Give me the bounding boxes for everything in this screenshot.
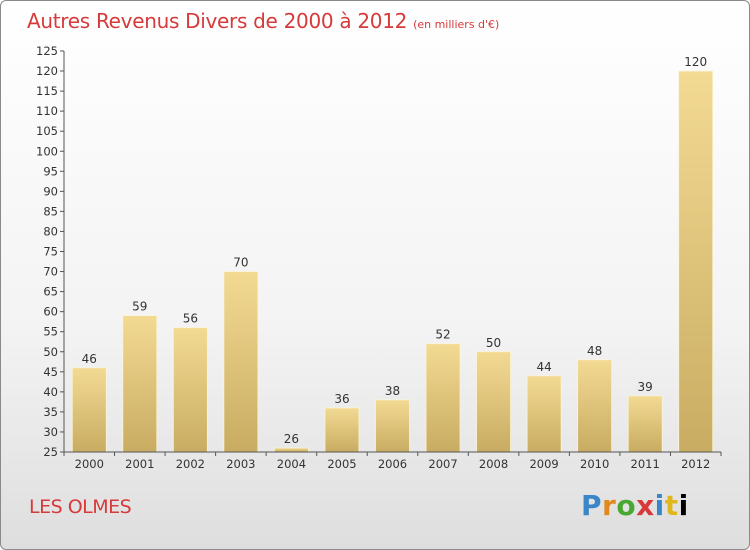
x-tick-label: 2012	[681, 457, 710, 471]
bar	[223, 271, 259, 453]
commune-name: LES OLMES	[29, 496, 132, 518]
bar-value-label: 46	[82, 352, 97, 366]
bar-value-label: 50	[486, 336, 501, 350]
y-tick-label: 85	[43, 204, 58, 218]
bar	[476, 351, 511, 453]
x-tick-label: 2000	[75, 457, 104, 471]
logo-letter: t	[664, 489, 679, 522]
y-tick-label: 95	[43, 164, 58, 178]
bar	[71, 367, 107, 453]
bar-value-label: 38	[385, 384, 400, 398]
x-tick-label: 2005	[327, 457, 356, 471]
x-tick-label: 2003	[226, 457, 255, 471]
proxiti-logo[interactable]: Proxiti	[581, 489, 689, 522]
y-tick-label: 100	[36, 144, 58, 158]
bar	[172, 327, 208, 453]
y-tick-label: 60	[43, 305, 58, 319]
bar	[425, 343, 461, 453]
y-tick-label: 90	[43, 184, 58, 198]
bar-value-label: 26	[284, 432, 299, 446]
bar	[627, 395, 663, 453]
y-tick-label: 115	[36, 84, 58, 98]
y-tick-label: 45	[43, 365, 58, 379]
logo-letter: P	[581, 489, 603, 522]
logo-letter: i	[654, 489, 665, 522]
bar-value-label: 52	[435, 328, 450, 342]
x-axis: 2000 2001 2002 2003 2004 2005 2006 2007 2008 2009…	[63, 451, 722, 471]
bar	[526, 375, 562, 453]
bar-value-label: 59	[132, 300, 147, 314]
bar	[678, 70, 714, 453]
bar	[577, 359, 613, 453]
bar-value-label: 48	[587, 344, 602, 358]
chart-title: Autres Revenus Divers de 2000 à 2012 (en …	[27, 9, 499, 33]
bar-value-label: 39	[638, 380, 653, 394]
y-tick-label: 30	[43, 425, 58, 439]
y-tick-label: 65	[43, 285, 58, 299]
y-tick-label: 25	[43, 445, 58, 459]
x-tick-label: 2001	[125, 457, 154, 471]
bar-value-label: 70	[233, 256, 248, 270]
bar	[375, 399, 410, 453]
y-tick-label: 35	[43, 405, 58, 419]
y-tick-label: 110	[36, 104, 58, 118]
y-tick-label: 55	[43, 325, 58, 339]
x-tick-label: 2004	[277, 457, 306, 471]
bar-value-label: 36	[334, 392, 349, 406]
y-tick-label: 80	[43, 224, 58, 238]
bars: 46 59 56 70 26 36 38 52 50 44 48 39 120	[71, 55, 714, 453]
logo-letter: r	[602, 489, 617, 522]
x-tick-label: 2011	[631, 457, 660, 471]
logo-letter: i	[678, 489, 689, 522]
y-tick-label: 120	[36, 64, 58, 78]
x-tick-label: 2007	[428, 457, 457, 471]
logo-letter: x	[636, 489, 655, 522]
logo-letter: o	[616, 489, 637, 522]
chart-title-text: Autres Revenus Divers de 2000 à 2012	[27, 9, 408, 33]
bar-value-label: 56	[183, 312, 198, 326]
bar-value-label: 120	[684, 55, 707, 69]
x-tick-label: 2010	[580, 457, 609, 471]
y-tick-label: 40	[43, 385, 58, 399]
x-tick-label: 2008	[479, 457, 508, 471]
y-tick-label: 125	[36, 44, 58, 58]
y-axis: 25 30 35 40 45 50 55 60 65 70 75 80 85 90 95 100 105 110 1…	[36, 44, 65, 459]
y-tick-label: 70	[43, 265, 58, 279]
y-tick-label: 50	[43, 345, 58, 359]
bar-value-label: 44	[536, 360, 551, 374]
y-tick-label: 105	[36, 124, 58, 138]
x-tick-label: 2009	[529, 457, 558, 471]
y-tick-label: 75	[43, 245, 58, 259]
bar	[122, 315, 158, 453]
bar	[274, 447, 309, 453]
x-tick-label: 2006	[378, 457, 407, 471]
bar	[324, 407, 360, 453]
chart-subtitle: (en milliers d'€)	[413, 18, 500, 31]
x-tick-label: 2002	[176, 457, 205, 471]
